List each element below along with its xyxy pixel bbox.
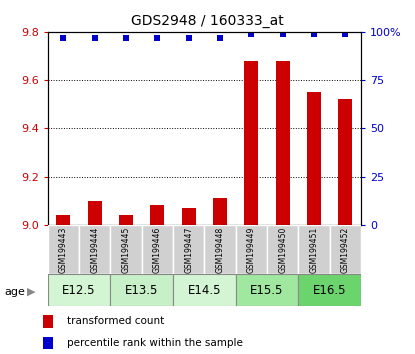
Text: GDS2948 / 160333_at: GDS2948 / 160333_at [131, 14, 284, 28]
Bar [213, 198, 227, 225]
Text: GSM199451: GSM199451 [310, 226, 319, 273]
Bar [173, 225, 205, 274]
Text: GSM199448: GSM199448 [215, 226, 225, 273]
Bar [298, 225, 330, 274]
Bar [276, 61, 290, 225]
Text: GSM199452: GSM199452 [341, 226, 350, 273]
Text: GSM199450: GSM199450 [278, 226, 287, 273]
Text: GSM199445: GSM199445 [122, 226, 131, 273]
Text: GSM199449: GSM199449 [247, 226, 256, 273]
Bar [244, 61, 259, 225]
Bar [236, 274, 298, 306]
Point [311, 31, 317, 36]
Bar [338, 99, 352, 225]
Point [60, 35, 67, 40]
Point [342, 31, 349, 36]
Text: age: age [4, 287, 25, 297]
Text: percentile rank within the sample: percentile rank within the sample [68, 338, 243, 348]
Text: E16.5: E16.5 [313, 284, 347, 297]
Bar [43, 337, 53, 349]
Bar [205, 225, 236, 274]
Point [154, 35, 161, 40]
Text: GSM199447: GSM199447 [184, 226, 193, 273]
Bar [110, 225, 142, 274]
Text: E13.5: E13.5 [125, 284, 159, 297]
Text: E12.5: E12.5 [62, 284, 96, 297]
Bar [182, 208, 196, 225]
Bar [150, 205, 164, 225]
Bar [48, 225, 79, 274]
Bar [119, 215, 133, 225]
Bar [236, 225, 267, 274]
Point [186, 35, 192, 40]
Bar [267, 225, 298, 274]
Text: GSM199444: GSM199444 [90, 226, 99, 273]
Bar [56, 215, 71, 225]
Bar [88, 201, 102, 225]
Point [91, 35, 98, 40]
Text: GSM199443: GSM199443 [59, 226, 68, 273]
Point [279, 31, 286, 36]
Point [123, 35, 129, 40]
Text: E15.5: E15.5 [250, 284, 284, 297]
Bar [142, 225, 173, 274]
Point [248, 31, 255, 36]
Bar [79, 225, 110, 274]
Text: E14.5: E14.5 [188, 284, 221, 297]
Bar [43, 315, 53, 328]
Point [217, 35, 223, 40]
Bar [110, 274, 173, 306]
Text: ▶: ▶ [27, 287, 35, 297]
Bar [173, 274, 236, 306]
Text: transformed count: transformed count [68, 316, 165, 326]
Bar [298, 274, 361, 306]
Bar [48, 274, 110, 306]
Bar [307, 92, 321, 225]
Text: GSM199446: GSM199446 [153, 226, 162, 273]
Bar [330, 225, 361, 274]
